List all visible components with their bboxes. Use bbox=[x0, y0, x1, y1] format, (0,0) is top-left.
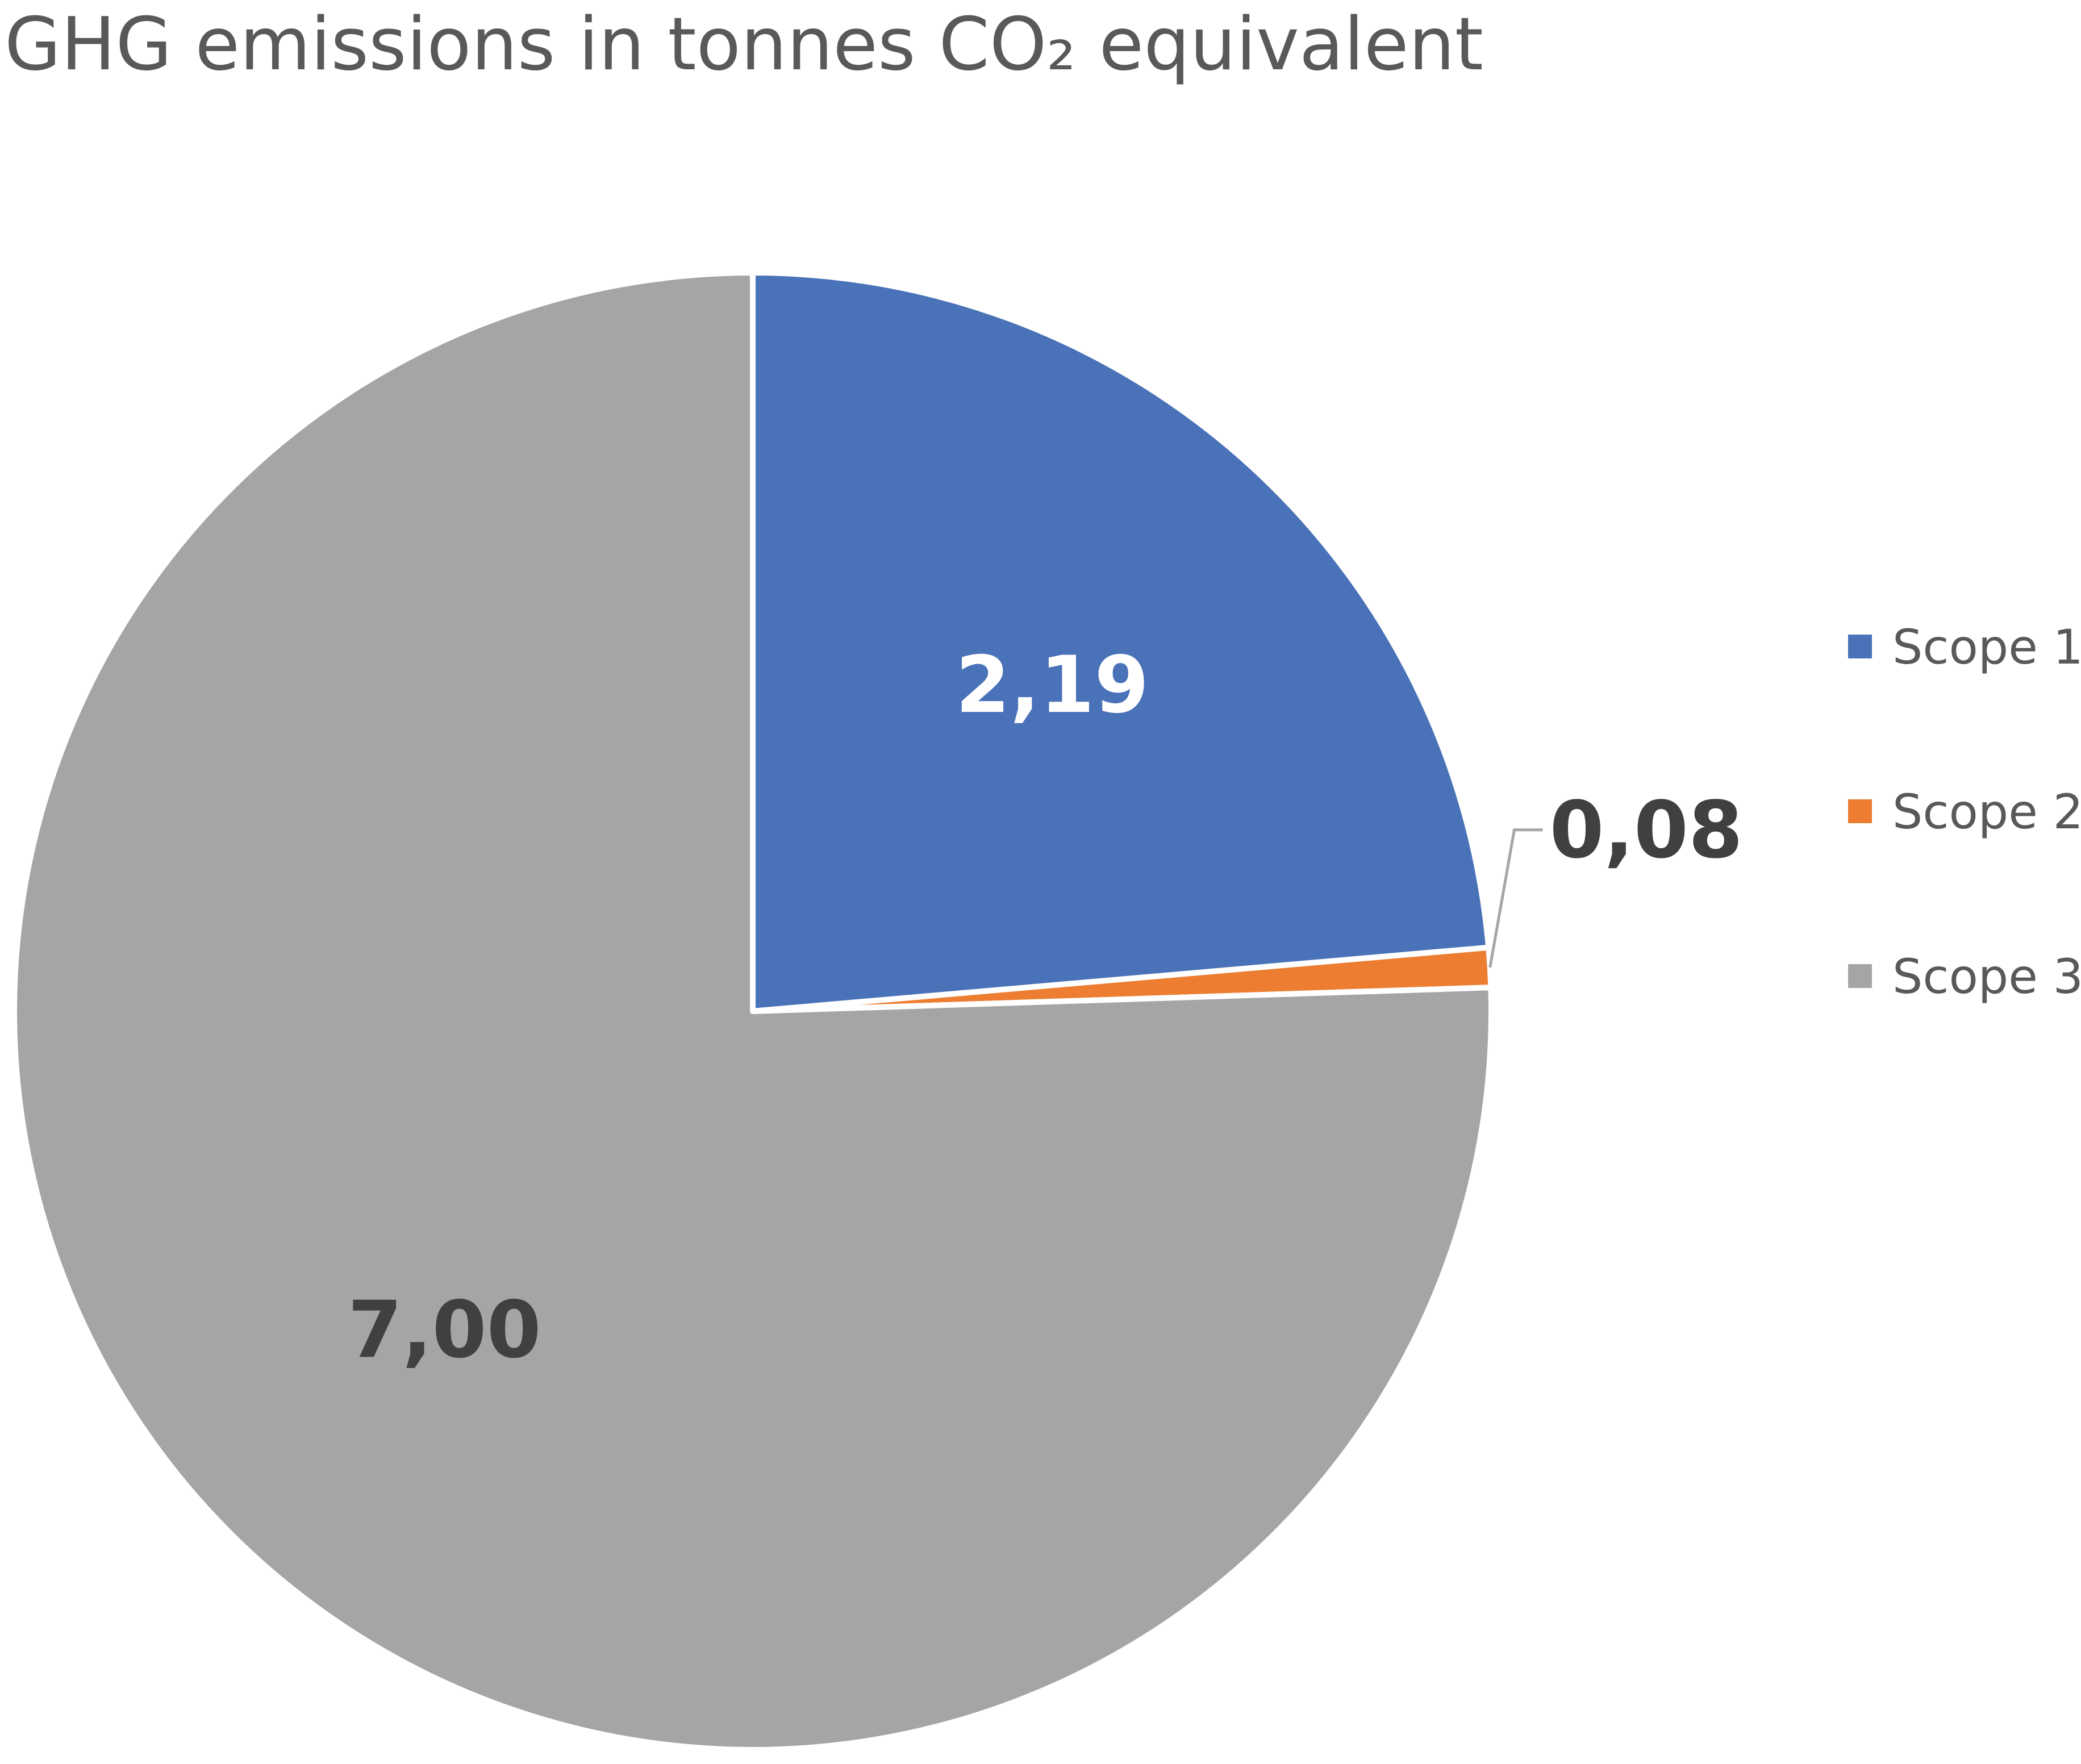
legend: Scope 1 Scope 2 Scope 3 bbox=[1848, 619, 2081, 1004]
pie-slice-scope-1 bbox=[750, 270, 1492, 1014]
data-label-scope-3: 7,00 bbox=[348, 1284, 541, 1375]
legend-label-scope-2: Scope 2 bbox=[1892, 784, 2081, 840]
pie-slice-scope-3 bbox=[11, 270, 1494, 1753]
data-label-scope-1: 2,19 bbox=[956, 639, 1149, 731]
leader-line-scope-2 bbox=[1488, 828, 1543, 968]
data-labels: 2,19 0,08 7,00 bbox=[348, 639, 1743, 1375]
legend-swatch-scope-1 bbox=[1848, 635, 1872, 658]
pie-slices bbox=[11, 270, 1494, 1753]
legend-swatch-scope-2 bbox=[1848, 799, 1872, 823]
chart-title: GHG emissions in tonnes CO₂ equivalent bbox=[5, 2, 1483, 87]
legend-label-scope-3: Scope 3 bbox=[1892, 949, 2081, 1004]
legend-label-scope-1: Scope 1 bbox=[1892, 619, 2081, 675]
data-label-scope-2: 0,08 bbox=[1549, 785, 1743, 876]
legend-swatch-scope-3 bbox=[1848, 964, 1872, 988]
leader-lines bbox=[1488, 828, 1543, 968]
